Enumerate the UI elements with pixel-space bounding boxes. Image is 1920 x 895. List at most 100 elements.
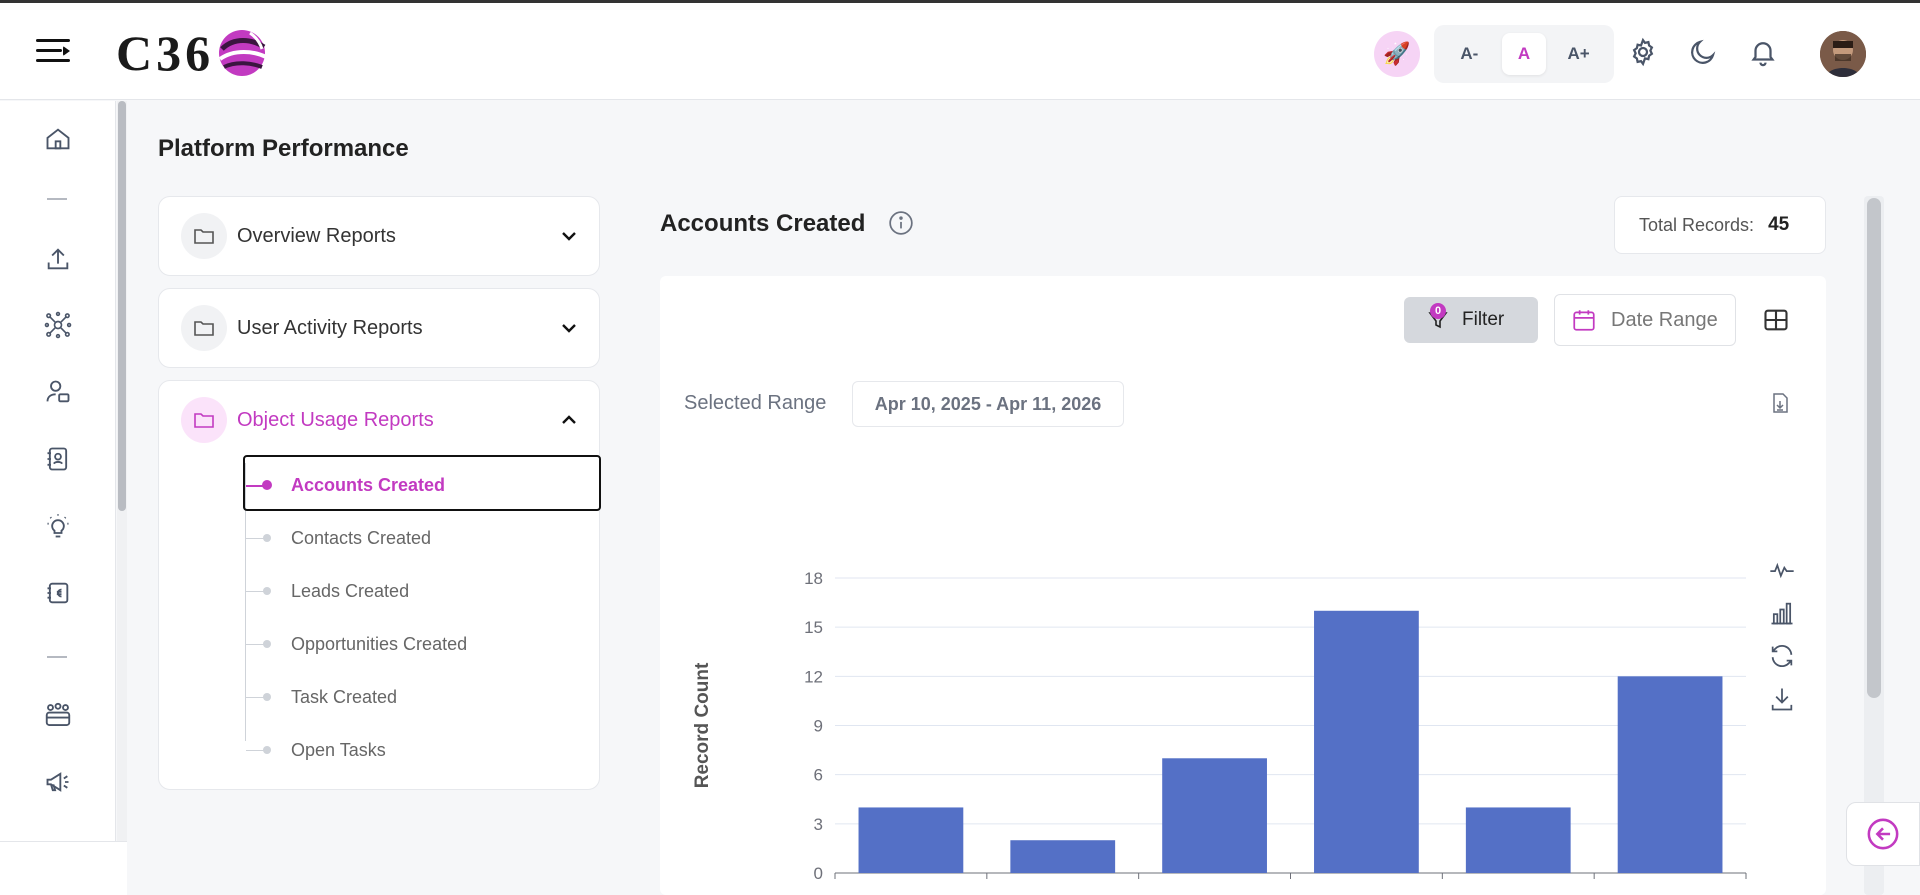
tree-dot [263, 746, 271, 754]
sub-item-contacts-created[interactable]: Contacts Created [159, 512, 599, 565]
sub-item-label: Open Tasks [291, 740, 386, 760]
sidebar-footer [0, 841, 127, 895]
bar [858, 807, 964, 873]
contacts-book-icon[interactable] [40, 441, 76, 477]
date-range-button[interactable]: Date Range [1554, 294, 1736, 346]
menu-toggle-icon[interactable] [36, 36, 70, 66]
chevron-down-icon [562, 324, 576, 333]
report-title: Accounts Created [660, 210, 866, 237]
accordion-header[interactable]: User Activity Reports [159, 289, 599, 367]
window-top-border [0, 0, 1920, 3]
accordion-header[interactable]: Overview Reports [159, 197, 599, 275]
accordion-user-activity-reports[interactable]: User Activity Reports [158, 288, 600, 368]
tree-connector [246, 750, 266, 751]
folder-icon [181, 305, 227, 351]
accordion-label: User Activity Reports [237, 316, 423, 339]
user-management-icon[interactable] [40, 374, 76, 410]
user-avatar[interactable] [1820, 31, 1866, 77]
font-normal-button[interactable]: A [1501, 33, 1546, 75]
logo-text: C36 [116, 25, 215, 81]
tree-dot [263, 534, 271, 542]
teams-icon[interactable] [40, 697, 76, 733]
rocket-icon[interactable]: 🚀 [1374, 31, 1420, 77]
sidebar-scrollbar[interactable] [117, 101, 127, 895]
y-tick-label: 15 [804, 618, 823, 637]
y-axis-label: Record Count [692, 662, 713, 788]
left-sidebar [0, 101, 116, 841]
y-tick-label: 0 [814, 864, 823, 883]
back-button[interactable] [1846, 802, 1920, 866]
logo-globe-icon [218, 30, 268, 76]
main-scrollbar[interactable] [1864, 196, 1884, 895]
sub-item-label: Leads Created [291, 581, 410, 601]
filter-label: Filter [1462, 309, 1505, 330]
sub-item-opportunities-created[interactable]: Opportunities Created [159, 618, 599, 671]
refresh-icon[interactable] [1768, 642, 1796, 670]
accordion-label: Object Usage Reports [237, 408, 434, 431]
ideas-lightbulb-icon[interactable] [40, 508, 76, 544]
calendar-icon [1573, 310, 1595, 331]
upload-icon[interactable] [40, 241, 76, 277]
accordion-header[interactable]: Object Usage Reports [159, 381, 599, 459]
sub-item-leads-created[interactable]: Leads Created [159, 565, 599, 618]
export-file-icon[interactable] [1768, 390, 1792, 416]
accordion-overview-reports[interactable]: Overview Reports [158, 196, 600, 276]
sub-item-label: Task Created [291, 687, 398, 707]
tree-connector [246, 644, 266, 645]
app-logo[interactable]: C36 [116, 21, 268, 85]
total-records-label: Total Records: [1639, 214, 1755, 235]
object-usage-sublist: Accounts Created Contacts Created Leads … [159, 455, 601, 789]
line-chart-toggle-icon[interactable] [1768, 556, 1796, 584]
billing-icon[interactable] [40, 575, 76, 611]
info-icon[interactable] [888, 210, 914, 236]
total-records-box: Total Records: 45 [1614, 196, 1826, 254]
settings-gear-icon[interactable] [1626, 35, 1660, 69]
sub-item-open-tasks[interactable]: Open Tasks [159, 724, 599, 777]
y-tick-label: 12 [804, 667, 823, 686]
font-decrease-button[interactable]: A- [1460, 44, 1479, 63]
arrow-left-circle-icon [1867, 818, 1899, 850]
font-increase-button[interactable]: A+ [1567, 44, 1590, 63]
top-header: C36 🚀 A- A A+ [0, 3, 1920, 100]
chevron-down-icon [562, 232, 576, 241]
bar-chart-toggle-icon[interactable] [1768, 599, 1796, 627]
focus-outline [243, 455, 601, 511]
layout-grid-icon[interactable] [1762, 306, 1790, 334]
total-records-value: 45 [1768, 214, 1790, 235]
tree-dot [263, 640, 271, 648]
filter-count-badge: 0 [1430, 303, 1446, 319]
font-size-switcher: A- A A+ [1434, 25, 1614, 83]
y-tick-label: 9 [814, 717, 823, 736]
filter-button[interactable]: 0 Filter [1404, 297, 1538, 343]
bar-chart: 0 3 6 9 12 15 18 Record Count [692, 569, 1747, 883]
sub-item-accounts-created[interactable]: Accounts Created [159, 455, 601, 512]
dark-mode-moon-icon[interactable] [1686, 35, 1720, 69]
accordion-object-usage-reports[interactable]: Object Usage Reports Accounts Created Co… [158, 380, 601, 790]
tree-dot [263, 587, 271, 595]
selected-range-value: Apr 10, 2025 - Apr 11, 2026 [852, 381, 1124, 427]
folder-icon [181, 397, 227, 443]
date-range-label: Date Range [1611, 308, 1718, 331]
home-icon[interactable] [40, 121, 76, 157]
sub-item-label: Opportunities Created [291, 634, 468, 654]
network-icon[interactable] [40, 307, 76, 343]
y-tick-label: 3 [814, 815, 823, 834]
notifications-bell-icon[interactable] [1746, 35, 1780, 69]
tree-dot [262, 480, 272, 490]
folder-icon [181, 213, 227, 259]
y-tick-label: 18 [804, 569, 823, 588]
download-icon[interactable] [1768, 685, 1796, 713]
campaigns-megaphone-icon[interactable] [40, 764, 76, 800]
sub-item-task-created[interactable]: Task Created [159, 671, 599, 724]
sidebar-divider [47, 656, 67, 658]
sub-item-label: Contacts Created [291, 528, 432, 548]
tree-line [245, 463, 246, 741]
bar [1617, 676, 1723, 873]
tree-connector [246, 591, 266, 592]
bar [1314, 610, 1419, 873]
bar [1162, 758, 1267, 873]
filter-funnel-icon [1428, 312, 1448, 329]
tree-connector [246, 538, 266, 539]
bar [1465, 807, 1571, 873]
bar [1010, 840, 1116, 873]
